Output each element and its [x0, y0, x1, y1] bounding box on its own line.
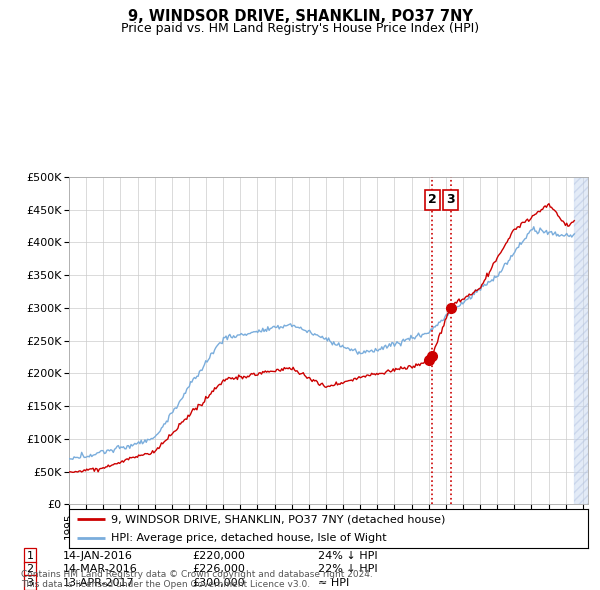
Text: Price paid vs. HM Land Registry's House Price Index (HPI): Price paid vs. HM Land Registry's House … [121, 22, 479, 35]
Text: Contains HM Land Registry data © Crown copyright and database right 2024.
This d: Contains HM Land Registry data © Crown c… [21, 570, 373, 589]
Text: 24% ↓ HPI: 24% ↓ HPI [318, 551, 377, 560]
Text: 9, WINDSOR DRIVE, SHANKLIN, PO37 7NY (detached house): 9, WINDSOR DRIVE, SHANKLIN, PO37 7NY (de… [110, 514, 445, 524]
Text: £226,000: £226,000 [192, 565, 245, 574]
Text: 1: 1 [26, 551, 34, 560]
Text: 14-JAN-2016: 14-JAN-2016 [63, 551, 133, 560]
Text: £220,000: £220,000 [192, 551, 245, 560]
Text: 2: 2 [26, 565, 34, 574]
Text: 13-APR-2017: 13-APR-2017 [63, 578, 134, 588]
Text: 3: 3 [446, 194, 455, 206]
Text: £300,000: £300,000 [192, 578, 245, 588]
Bar [574, 177, 588, 504]
Text: 9, WINDSOR DRIVE, SHANKLIN, PO37 7NY: 9, WINDSOR DRIVE, SHANKLIN, PO37 7NY [128, 9, 472, 24]
Text: HPI: Average price, detached house, Isle of Wight: HPI: Average price, detached house, Isle… [110, 533, 386, 543]
Text: 14-MAR-2016: 14-MAR-2016 [63, 565, 138, 574]
Text: 3: 3 [26, 578, 34, 588]
Bar [574, 177, 588, 504]
Text: 2: 2 [428, 194, 437, 206]
Text: 22% ↓ HPI: 22% ↓ HPI [318, 565, 377, 574]
Text: ≈ HPI: ≈ HPI [318, 578, 349, 588]
